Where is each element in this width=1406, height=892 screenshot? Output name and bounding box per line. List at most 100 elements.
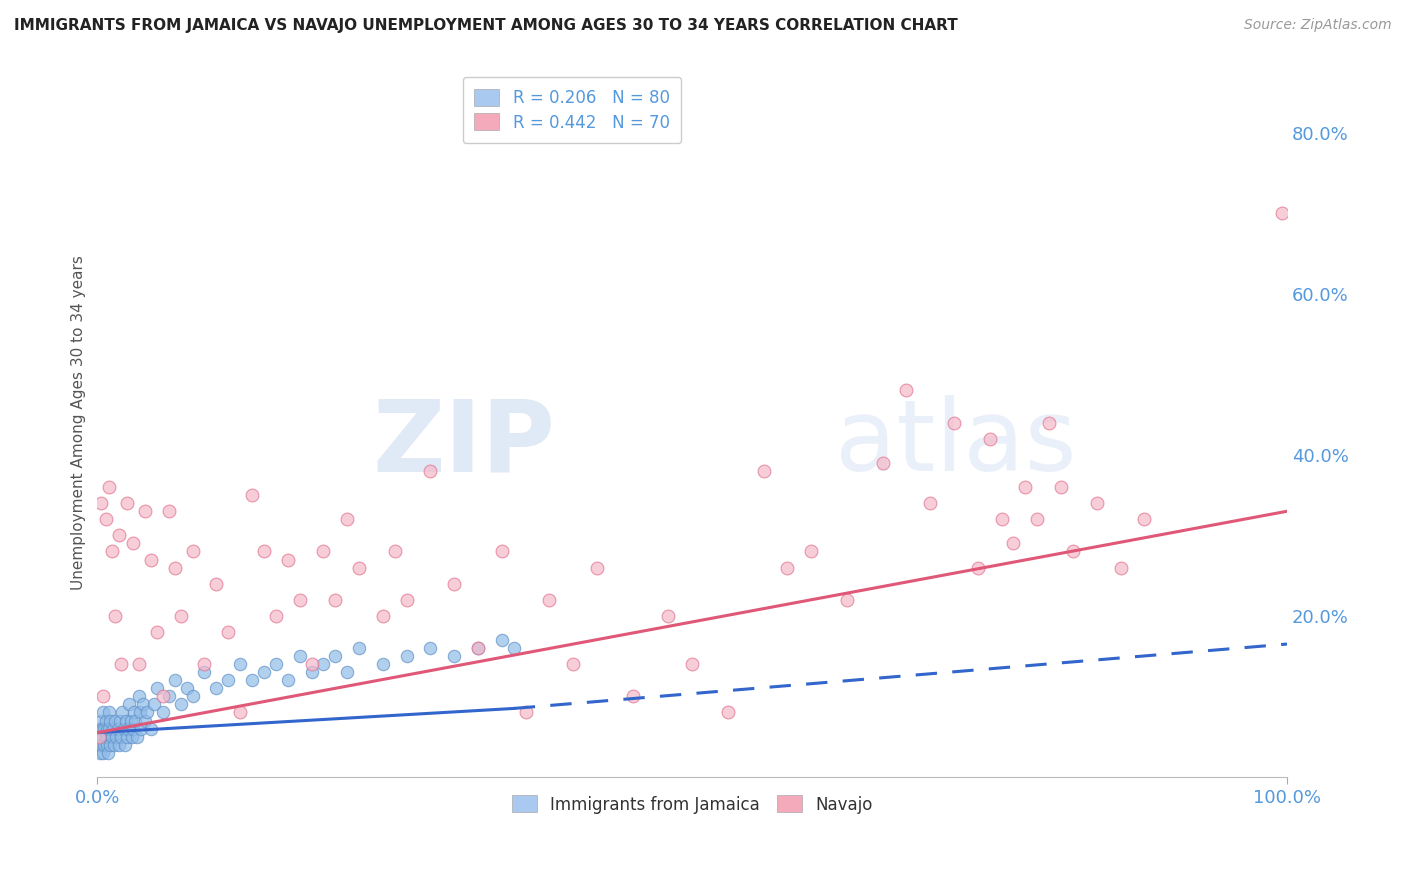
Point xyxy=(562,657,585,672)
Point xyxy=(125,730,148,744)
Point xyxy=(110,657,132,672)
Point xyxy=(157,504,180,518)
Point xyxy=(91,722,114,736)
Point xyxy=(942,416,965,430)
Point xyxy=(1050,480,1073,494)
Point xyxy=(288,649,311,664)
Point xyxy=(347,641,370,656)
Point xyxy=(115,496,138,510)
Point xyxy=(277,673,299,688)
Point xyxy=(443,576,465,591)
Text: atlas: atlas xyxy=(835,395,1077,492)
Point xyxy=(131,722,153,736)
Point xyxy=(253,544,276,558)
Point xyxy=(89,730,111,744)
Point xyxy=(87,730,110,744)
Point xyxy=(872,456,894,470)
Point xyxy=(152,706,174,720)
Text: IMMIGRANTS FROM JAMAICA VS NAVAJO UNEMPLOYMENT AMONG AGES 30 TO 34 YEARS CORRELA: IMMIGRANTS FROM JAMAICA VS NAVAJO UNEMPL… xyxy=(14,18,957,33)
Point xyxy=(538,592,561,607)
Point xyxy=(205,681,228,696)
Point xyxy=(657,608,679,623)
Point xyxy=(108,714,131,728)
Point xyxy=(121,730,143,744)
Point xyxy=(107,738,129,752)
Point xyxy=(966,560,988,574)
Point xyxy=(502,641,524,656)
Point xyxy=(163,560,186,574)
Point xyxy=(229,706,252,720)
Point xyxy=(122,706,145,720)
Text: ZIP: ZIP xyxy=(373,395,555,492)
Y-axis label: Unemployment Among Ages 30 to 34 years: Unemployment Among Ages 30 to 34 years xyxy=(72,255,86,591)
Point xyxy=(87,722,110,736)
Point xyxy=(94,730,117,744)
Point xyxy=(240,488,263,502)
Point xyxy=(169,608,191,623)
Point xyxy=(107,528,129,542)
Point xyxy=(1014,480,1036,494)
Point xyxy=(835,592,858,607)
Point xyxy=(1109,560,1132,574)
Point xyxy=(419,641,441,656)
Point xyxy=(93,722,115,736)
Point xyxy=(134,714,156,728)
Point xyxy=(217,673,239,688)
Point xyxy=(89,746,111,760)
Point xyxy=(117,722,139,736)
Point xyxy=(419,464,441,478)
Point xyxy=(100,544,122,558)
Legend: Immigrants from Jamaica, Navajo: Immigrants from Jamaica, Navajo xyxy=(501,784,884,825)
Point xyxy=(98,706,121,720)
Point xyxy=(90,738,112,752)
Point xyxy=(1038,416,1060,430)
Point xyxy=(91,706,114,720)
Point xyxy=(467,641,489,656)
Point xyxy=(586,560,609,574)
Point xyxy=(111,706,134,720)
Point xyxy=(91,690,114,704)
Point xyxy=(93,738,115,752)
Point xyxy=(104,714,127,728)
Point xyxy=(264,657,287,672)
Point xyxy=(114,738,136,752)
Point xyxy=(139,722,162,736)
Point xyxy=(115,714,138,728)
Point xyxy=(90,714,112,728)
Point xyxy=(371,608,394,623)
Point xyxy=(240,673,263,688)
Point xyxy=(491,633,513,648)
Point xyxy=(443,649,465,664)
Point xyxy=(118,698,141,712)
Point xyxy=(1002,536,1025,550)
Point xyxy=(395,592,418,607)
Point xyxy=(100,714,122,728)
Point xyxy=(491,544,513,558)
Point xyxy=(371,657,394,672)
Point xyxy=(176,681,198,696)
Point xyxy=(920,496,942,510)
Point xyxy=(107,722,129,736)
Point xyxy=(301,665,323,680)
Point xyxy=(217,624,239,639)
Point xyxy=(990,512,1012,526)
Point xyxy=(323,649,346,664)
Point xyxy=(129,706,152,720)
Point xyxy=(104,608,127,623)
Point xyxy=(122,722,145,736)
Point xyxy=(146,624,169,639)
Point xyxy=(193,657,215,672)
Point xyxy=(301,657,323,672)
Point xyxy=(97,730,120,744)
Point xyxy=(312,544,335,558)
Point xyxy=(105,730,128,744)
Point xyxy=(277,552,299,566)
Point xyxy=(312,657,335,672)
Point xyxy=(181,690,204,704)
Point xyxy=(98,722,121,736)
Point xyxy=(87,738,110,752)
Point xyxy=(336,512,359,526)
Point xyxy=(1062,544,1084,558)
Point xyxy=(1026,512,1049,526)
Point xyxy=(395,649,418,664)
